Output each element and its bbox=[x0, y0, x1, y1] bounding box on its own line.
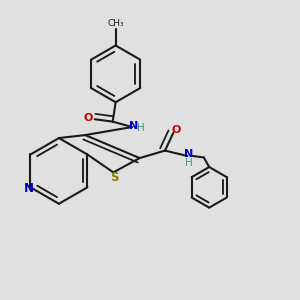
Text: S: S bbox=[110, 171, 118, 184]
Text: CH₃: CH₃ bbox=[107, 20, 124, 28]
Text: N: N bbox=[184, 149, 193, 159]
Text: N: N bbox=[129, 121, 138, 130]
Text: O: O bbox=[171, 125, 180, 135]
Text: H: H bbox=[136, 123, 144, 133]
Text: H: H bbox=[185, 158, 193, 167]
Text: N: N bbox=[24, 182, 34, 195]
Text: O: O bbox=[83, 113, 93, 123]
